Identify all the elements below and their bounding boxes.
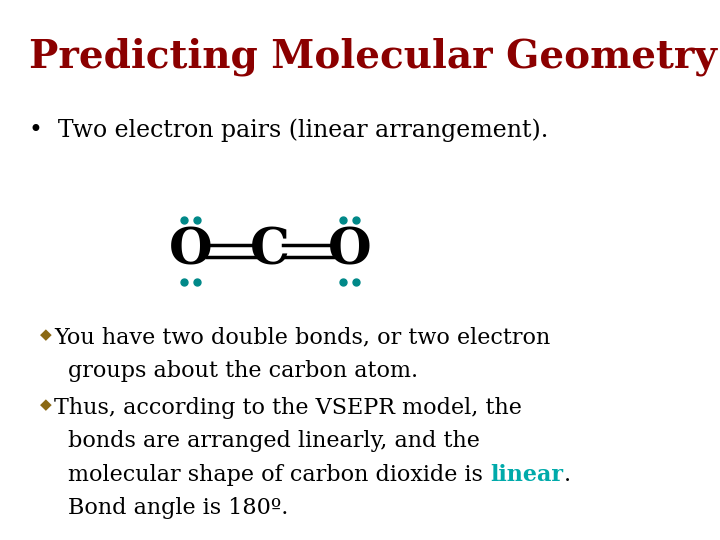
Text: Predicting Molecular Geometry: Predicting Molecular Geometry — [29, 38, 717, 76]
Point — [192, 215, 203, 224]
Text: groups about the carbon atom.: groups about the carbon atom. — [68, 360, 418, 382]
Point — [192, 278, 203, 286]
Point — [350, 278, 361, 286]
Point — [337, 278, 348, 286]
Text: linear: linear — [490, 464, 563, 486]
Text: ◆: ◆ — [40, 397, 51, 412]
Text: C: C — [250, 226, 290, 275]
Text: •  Two electron pairs (linear arrangement).: • Two electron pairs (linear arrangement… — [29, 119, 548, 143]
Text: Bond angle is 180º.: Bond angle is 180º. — [68, 497, 289, 519]
Text: O: O — [169, 226, 212, 275]
Point — [337, 215, 348, 224]
Point — [179, 278, 190, 286]
Text: ◆: ◆ — [40, 327, 51, 342]
Point — [179, 215, 190, 224]
Text: You have two double bonds, or two electron: You have two double bonds, or two electr… — [54, 327, 550, 349]
Text: O: O — [328, 226, 371, 275]
Text: Thus, according to the VSEPR model, the: Thus, according to the VSEPR model, the — [54, 397, 522, 419]
Point — [350, 215, 361, 224]
Text: bonds are arranged linearly, and the: bonds are arranged linearly, and the — [68, 430, 480, 453]
Text: .: . — [563, 464, 570, 486]
Text: molecular shape of carbon dioxide is: molecular shape of carbon dioxide is — [68, 464, 490, 486]
